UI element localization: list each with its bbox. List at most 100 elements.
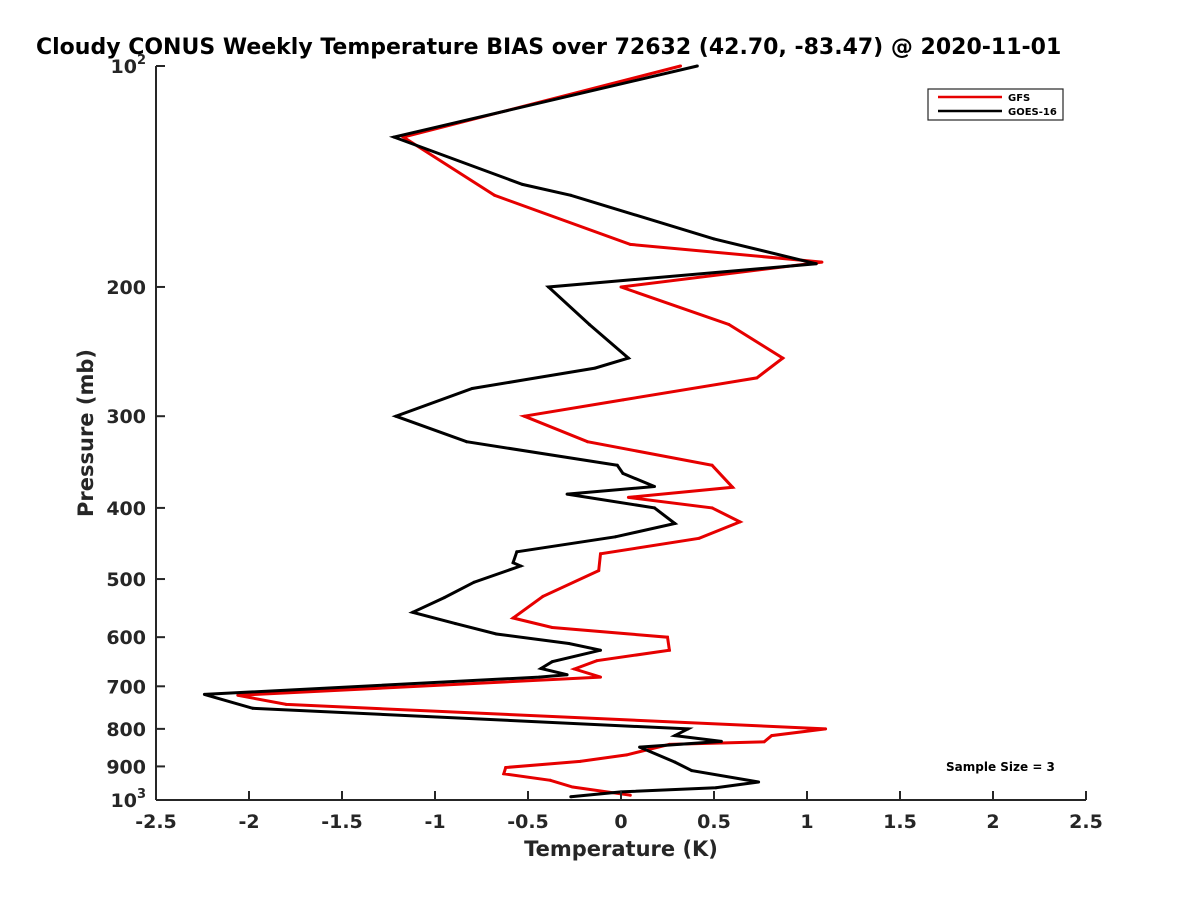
legend-label-goes16: GOES-16	[1008, 107, 1057, 118]
data-point-goes16-8	[626, 356, 630, 360]
y-tick-label: 600	[106, 627, 146, 649]
data-point-goes16-30	[550, 660, 554, 664]
data-point-gfs-22	[550, 626, 554, 629]
data-point-gfs-35	[578, 759, 582, 763]
data-point-goes16-32	[565, 673, 569, 677]
data-point-gfs-3	[628, 242, 632, 246]
data-point-gfs-15	[710, 506, 714, 510]
y-axis-label: Pressure (mb)	[74, 349, 98, 517]
x-tick-label: 1	[800, 811, 813, 833]
legend-item-goes16: GOES-16	[938, 107, 1057, 118]
data-point-goes16-5	[814, 262, 818, 266]
data-point-goes16-2	[520, 182, 524, 186]
data-point-gfs-18	[599, 552, 602, 556]
data-point-gfs-40	[628, 793, 632, 797]
data-point-goes16-28	[567, 642, 571, 645]
data-point-goes16-41	[690, 769, 694, 773]
series-line-goes16	[203, 64, 817, 799]
data-point-goes16-36	[686, 727, 690, 731]
data-point-gfs-38	[548, 778, 552, 782]
y-tick-label: 500	[106, 569, 146, 591]
data-point-gfs-2	[493, 193, 496, 197]
data-point-gfs-25	[595, 659, 599, 663]
data-point-goes16-34	[202, 692, 206, 696]
x-tick-label: 2.5	[1069, 811, 1103, 833]
data-point-gfs-8	[755, 376, 759, 380]
y-tick-label: 700	[106, 676, 146, 698]
y-tick-label: 900	[106, 756, 146, 778]
data-point-gfs-32	[762, 740, 766, 744]
data-point-gfs-11	[586, 440, 589, 444]
data-point-goes16-17	[653, 506, 656, 510]
data-point-goes16-4	[712, 237, 716, 241]
x-tick-label: -2.5	[135, 811, 177, 833]
data-point-goes16-9	[593, 366, 597, 370]
data-point-gfs-27	[599, 675, 602, 679]
data-point-gfs-31	[770, 734, 774, 738]
data-point-goes16-23	[472, 580, 476, 584]
data-point-goes16-3	[569, 193, 573, 197]
data-point-gfs-28	[236, 693, 240, 697]
data-point-gfs-34	[625, 753, 629, 757]
data-point-goes16-19	[613, 535, 617, 539]
legend: GFS GOES-16	[927, 88, 1064, 121]
data-point-goes16-16	[565, 492, 569, 496]
data-point-gfs-30	[824, 727, 828, 731]
data-point-goes16-18	[673, 522, 677, 525]
data-point-goes16-43	[714, 786, 718, 790]
data-point-goes16-22	[519, 564, 523, 568]
data-point-goes16-38	[719, 739, 723, 743]
data-point-gfs-13	[731, 485, 735, 489]
y-tick-label: 800	[106, 719, 146, 741]
legend-label-gfs: GFS	[1008, 93, 1030, 104]
data-point-goes16-14	[621, 471, 625, 475]
y-tick-label: 200	[106, 277, 146, 299]
data-point-gfs-24	[667, 648, 671, 652]
legend-box	[927, 88, 1064, 121]
data-point-goes16-21	[511, 561, 515, 565]
data-point-goes16-10	[470, 387, 474, 390]
data-point-gfs-36	[504, 766, 508, 769]
x-tick-label: -1.5	[321, 811, 363, 833]
x-axis-label: Temperature (K)	[524, 837, 718, 861]
data-point-gfs-10	[522, 414, 526, 418]
data-point-goes16-35	[251, 706, 255, 710]
data-point-gfs-7	[781, 356, 785, 360]
data-point-gfs-16	[738, 520, 742, 524]
data-point-gfs-14	[626, 495, 630, 499]
data-point-gfs-29	[284, 702, 288, 706]
data-point-gfs-17	[697, 536, 701, 540]
data-point-goes16-13	[615, 463, 619, 467]
data-point-goes16-45	[569, 795, 573, 799]
y-tick-label: 103	[111, 787, 147, 812]
data-point-goes16-27	[494, 632, 498, 636]
x-tick-label: 2	[986, 811, 999, 833]
x-axis-ticks: -2.5 -2 -1.5 -1 -0.5 0 0.5 1 1.5 2 2.5	[135, 791, 1103, 833]
data-point-gfs-6	[727, 323, 731, 326]
data-point-goes16-42	[757, 780, 761, 784]
data-point-goes16-37	[673, 734, 677, 738]
data-point-gfs-21	[511, 616, 515, 620]
x-tick-label: 0	[614, 811, 627, 833]
x-tick-label: 0.5	[697, 811, 731, 833]
x-tick-label: -2	[238, 811, 259, 833]
data-point-gfs-37	[502, 772, 506, 776]
data-point-gfs-19	[597, 569, 601, 573]
data-point-goes16-7	[587, 323, 591, 326]
data-point-gfs-23	[666, 635, 669, 639]
data-point-gfs-0	[679, 64, 682, 68]
data-point-gfs-12	[710, 463, 714, 467]
x-tick-label: -0.5	[507, 811, 549, 833]
data-point-goes16-1	[392, 135, 396, 139]
x-tick-label: 1.5	[883, 811, 917, 833]
data-point-goes16-39	[638, 745, 642, 749]
data-point-goes16-40	[673, 760, 677, 764]
data-point-goes16-26	[454, 622, 457, 626]
data-point-gfs-4	[820, 260, 824, 264]
sample-size-annotation: Sample Size = 3	[946, 760, 1055, 774]
data-point-goes16-0	[695, 64, 699, 68]
data-point-goes16-20	[515, 550, 519, 554]
data-point-goes16-6	[547, 285, 550, 289]
